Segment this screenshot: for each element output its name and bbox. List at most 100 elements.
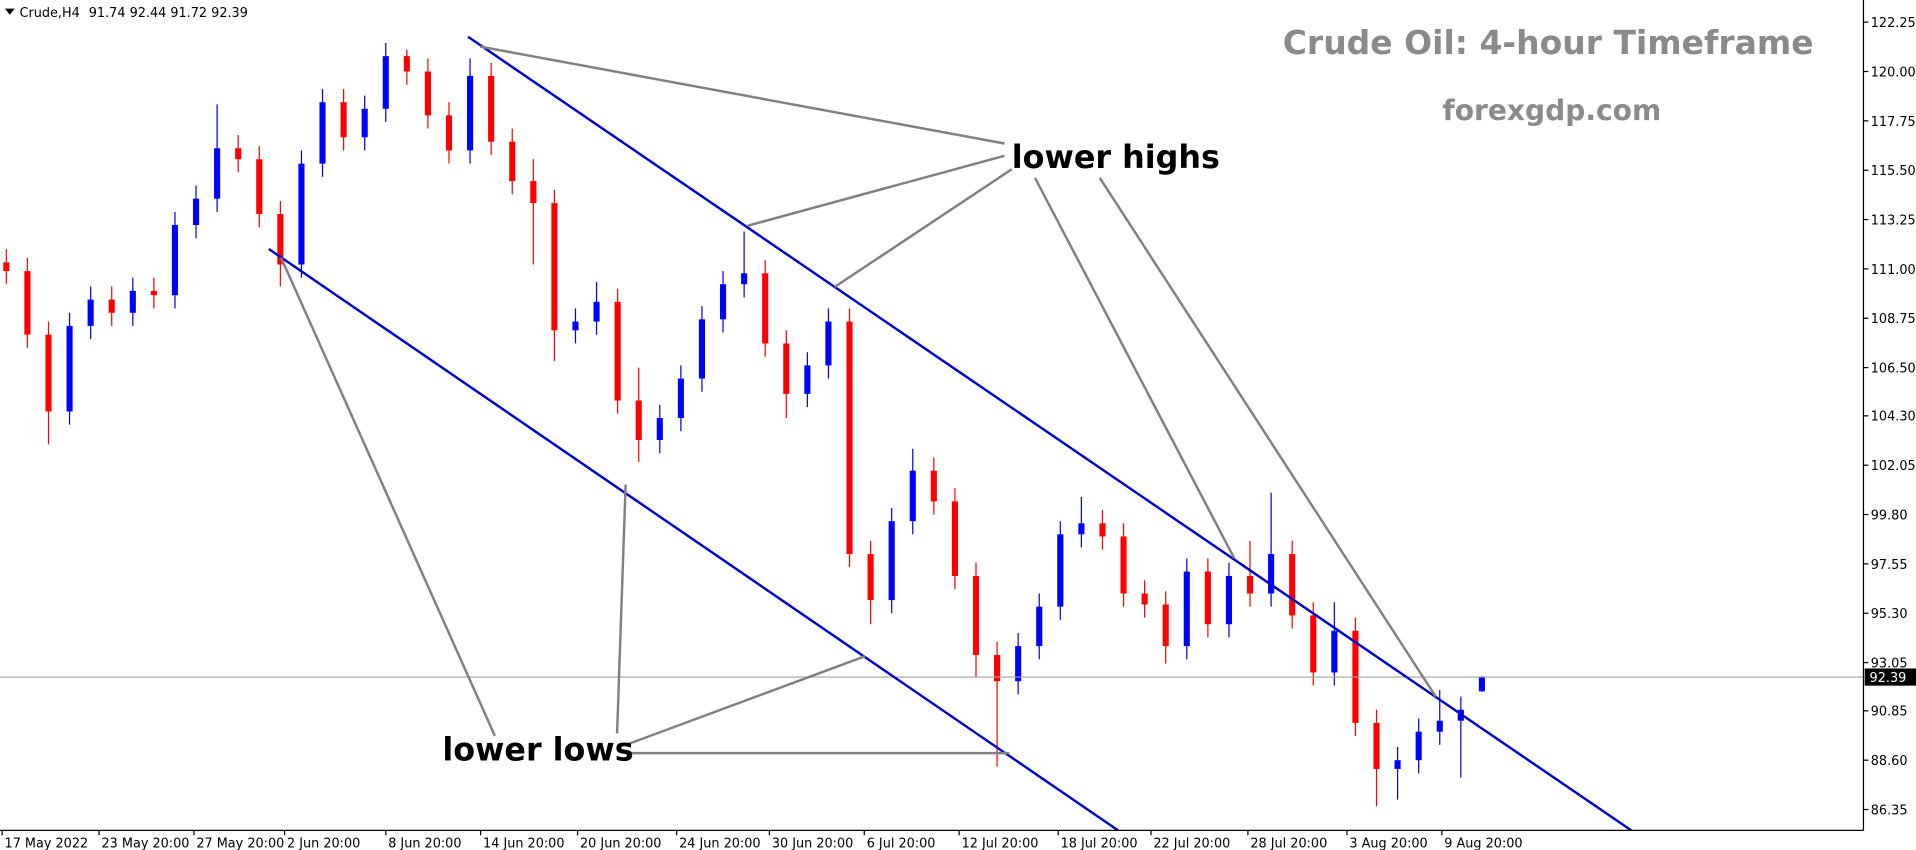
y-tick-label: 117.75 [1871, 115, 1916, 130]
y-tick-label: 104.30 [1871, 410, 1916, 425]
y-tick-label: 99.80 [1871, 508, 1908, 523]
x-tick-label: 8 Jun 20:00 [388, 837, 461, 850]
candle-body [488, 75, 495, 142]
x-tick-label: 27 May 20:00 [196, 837, 284, 850]
x-tick-label: 28 Jul 20:00 [1250, 837, 1327, 850]
header-high: 92.44 [130, 6, 167, 21]
y-tick-label: 88.60 [1871, 754, 1908, 769]
candle-body [24, 271, 31, 335]
candle-body [656, 418, 663, 440]
candle-body [1310, 615, 1317, 673]
y-tick-label: 120.00 [1871, 65, 1916, 80]
candle-body [825, 321, 832, 366]
candle-body [361, 108, 368, 138]
candle-body [1141, 593, 1148, 605]
candle-body [867, 554, 874, 601]
candle-body [298, 163, 305, 265]
x-tick-label: 23 May 20:00 [102, 837, 190, 850]
candle-body [1162, 604, 1169, 647]
chart-title: Crude Oil: 4-hour Timeframe [1283, 23, 1814, 62]
candle-body [424, 71, 431, 116]
candle-body [319, 102, 326, 164]
candle-body [635, 400, 642, 440]
plot-area [0, 42, 1864, 807]
candle-body [171, 225, 179, 296]
candle-body [930, 470, 937, 502]
candle-body [1246, 575, 1254, 594]
pointer-line [480, 45, 1005, 145]
candle-body [1289, 554, 1296, 616]
candle-body [1057, 534, 1064, 607]
x-tick-label: 9 Aug 20:00 [1444, 837, 1522, 850]
candle-body [1204, 571, 1211, 625]
y-tick-label: 113.25 [1871, 213, 1916, 228]
candle-body [783, 343, 790, 394]
candle-body [66, 325, 73, 412]
y-tick-label: 108.75 [1871, 312, 1916, 327]
x-tick-label: 12 Jul 20:00 [962, 837, 1039, 850]
candle-body [87, 299, 94, 326]
pointer-line [615, 484, 627, 734]
candle-body [1331, 630, 1338, 673]
candle-body [129, 290, 136, 313]
x-tick-label: 18 Jul 20:00 [1061, 837, 1138, 850]
candle-body [1183, 571, 1190, 647]
candle-body [1036, 606, 1043, 647]
y-tick-label: 115.50 [1871, 164, 1916, 179]
y-tick-label: 102.05 [1871, 459, 1916, 474]
chart-subtitle: forexgdp.com [1442, 94, 1661, 127]
y-tick-label: 90.85 [1871, 705, 1908, 720]
symbol: Crude,H4 [20, 6, 80, 21]
candle-body [1478, 677, 1485, 692]
pointer-line [279, 257, 497, 737]
candle-body [340, 102, 347, 138]
current-price-box [1864, 668, 1916, 686]
x-tick-label: 17 May 2022 [5, 837, 89, 850]
candle-body [108, 299, 115, 313]
candle-body [741, 273, 748, 285]
candle-body [888, 521, 895, 601]
candle-body [445, 115, 453, 151]
y-tick-label: 122.25 [1871, 16, 1916, 31]
x-tick-label: 14 Jun 20:00 [483, 837, 564, 850]
x-tick-label: 3 Aug 20:00 [1349, 837, 1427, 850]
x-tick-label: 24 Jun 20:00 [679, 837, 760, 850]
candle-body [951, 501, 958, 576]
candle-body [150, 290, 157, 296]
annotation: lower lows [442, 730, 633, 768]
header-low: 91.72 [170, 6, 207, 21]
pointer-line [833, 168, 1013, 289]
x-tick-label: 20 Jun 20:00 [580, 837, 661, 850]
candle-body [1268, 554, 1275, 594]
x-tick-label: 6 Jul 20:00 [867, 837, 936, 850]
candle-body [1078, 523, 1085, 535]
candle-body [509, 141, 516, 182]
pointer-line [626, 655, 866, 746]
header-arrow [4, 8, 15, 15]
candle-body [1120, 536, 1127, 594]
candle-body [1415, 731, 1422, 761]
candle-body [994, 654, 1001, 682]
y-tick-label: 86.35 [1871, 803, 1908, 818]
y-tick-label: 95.30 [1871, 607, 1908, 622]
candle-body [277, 214, 284, 265]
candle-body [1015, 646, 1022, 682]
candle-body [467, 75, 474, 151]
candle-body [762, 273, 769, 344]
y-tick-label: 97.55 [1871, 558, 1908, 573]
candle-body [235, 148, 242, 160]
candle-body [403, 56, 410, 72]
candle-body [804, 365, 811, 394]
candle-body [677, 378, 684, 419]
candle-body [909, 470, 916, 522]
channel-lower [268, 247, 1119, 832]
y-tick-label: 93.05 [1871, 656, 1908, 671]
candle-body [593, 301, 600, 322]
candle-body [1394, 760, 1401, 769]
candle-body [3, 262, 10, 272]
pointer-line [1098, 177, 1437, 698]
candle-body [698, 319, 706, 379]
